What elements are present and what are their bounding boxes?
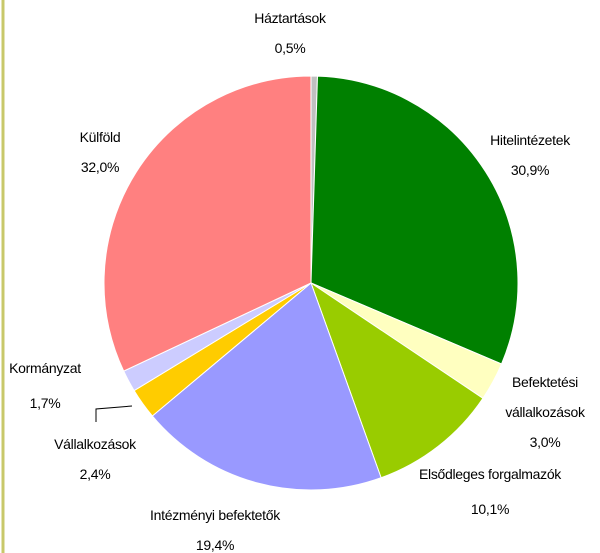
value-label: 3,0% bbox=[529, 434, 561, 450]
value-label: 10,1% bbox=[470, 501, 510, 517]
pie-slice bbox=[310, 75, 519, 365]
slice-label: Befektetési vállalkozások bbox=[505, 374, 585, 420]
slice-label: Hitelintézetek bbox=[490, 132, 570, 148]
value-label: 1,7% bbox=[29, 395, 61, 411]
slice-label: Vállalkozások bbox=[54, 436, 136, 452]
value-label: 2,4% bbox=[79, 466, 111, 482]
pie-slice bbox=[151, 282, 382, 491]
slice-label: Intézményi befektetők bbox=[150, 507, 280, 523]
value-label: 30,9% bbox=[510, 162, 550, 178]
slice-label: Háztartások bbox=[254, 10, 326, 26]
slice-label: Külföld bbox=[79, 129, 121, 145]
leader-line bbox=[95, 405, 133, 422]
slice-label: Elsődleges forgalmazók bbox=[418, 466, 562, 482]
pie-slice bbox=[310, 281, 484, 479]
value-label: 0,5% bbox=[274, 40, 306, 56]
pie-slice bbox=[103, 75, 312, 372]
value-label: 32,0% bbox=[80, 159, 120, 175]
slice-label: Kormányzat bbox=[9, 360, 81, 376]
value-label: 19,4% bbox=[195, 537, 235, 553]
